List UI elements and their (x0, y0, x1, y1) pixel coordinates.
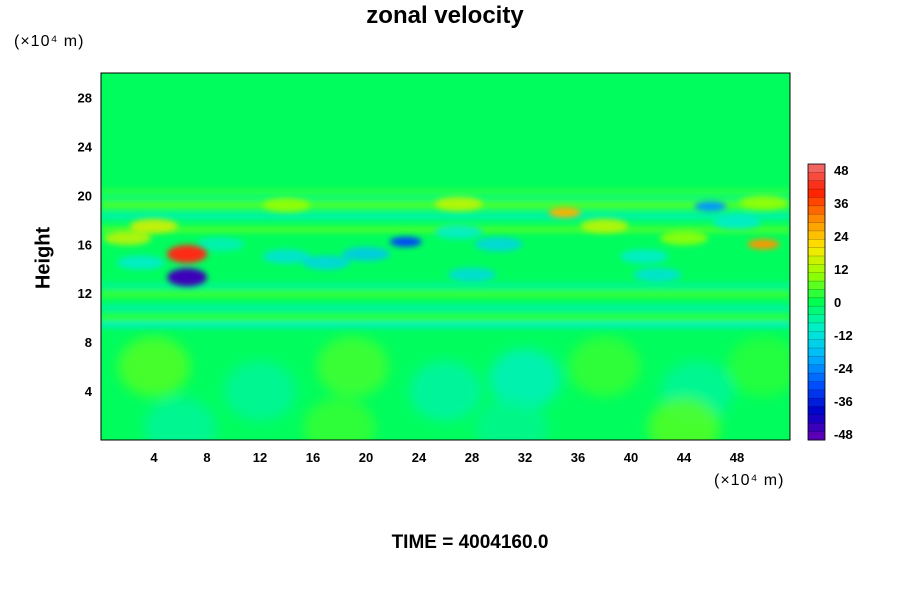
colorbar-segment (808, 247, 825, 257)
x-tick-label: 8 (203, 450, 210, 465)
colorbar-tick-label: -24 (834, 361, 854, 376)
colorbar-segment (808, 272, 825, 282)
colorbar-segment (808, 331, 825, 341)
colorbar-segment (808, 339, 825, 349)
y-tick-labels: 4 8 12 16 20 24 28 (78, 90, 93, 399)
x-tick-label: 16 (306, 450, 320, 465)
colorbar-segment (808, 381, 825, 391)
y-tick-label: 24 (78, 139, 93, 154)
colorbar-segment (808, 214, 825, 224)
y-tick-label: 12 (78, 286, 92, 301)
colorbar-segment (808, 322, 825, 332)
colorbar-segment (808, 180, 825, 190)
colorbar-segment (808, 281, 825, 290)
x-tick-label: 24 (412, 450, 427, 465)
colorbar-segment (808, 289, 825, 299)
x-tick-label: 40 (624, 450, 638, 465)
y-tick-label: 8 (85, 335, 92, 350)
colorbar-segment (808, 239, 825, 249)
colorbar-segment (808, 406, 825, 416)
x-tick-label: 12 (253, 450, 267, 465)
velocity-feature (389, 236, 422, 247)
y-tick-label: 16 (78, 237, 92, 252)
velocity-feature (694, 201, 727, 212)
colorbar-segment (808, 373, 825, 382)
colorbar-segment (808, 423, 825, 433)
x-tick-label: 48 (730, 450, 744, 465)
velocity-feature (167, 268, 208, 287)
colorbar-tick-label: -36 (834, 394, 853, 409)
velocity-feature (167, 245, 208, 264)
colorbar-segment (808, 164, 825, 173)
velocity-feature (548, 207, 581, 218)
x-tick-label: 44 (677, 450, 692, 465)
y-tick-label: 20 (78, 188, 92, 203)
colorbar-segment (808, 414, 825, 424)
colorbar-segment (808, 398, 825, 408)
x-tick-label: 36 (571, 450, 585, 465)
colorbar-segment (808, 197, 825, 207)
colorbar-segment (808, 222, 825, 232)
colorbar-tick-label: -48 (834, 427, 853, 442)
colorbar-segment (808, 431, 825, 441)
y-tick-label: 4 (85, 384, 93, 399)
colorbar: 48 36 24 12 0 -12 -24 -36 -48 (807, 163, 854, 442)
colorbar-segment (808, 256, 825, 265)
x-tick-label: 32 (518, 450, 532, 465)
colorbar-segment (808, 389, 825, 399)
velocity-field (101, 73, 790, 440)
colorbar-tick-label: 0 (834, 295, 841, 310)
y-unit-label: (×10⁴ m) (14, 33, 85, 50)
colorbar-segment (808, 297, 825, 307)
colorbar-segment (808, 356, 825, 366)
x-tick-labels: 4 8 12 16 20 24 28 32 36 40 44 48 (150, 450, 744, 465)
colorbar-segment (808, 189, 825, 198)
velocity-feature (747, 239, 780, 250)
time-readout: TIME = 4004160.0 (391, 532, 549, 553)
x-tick-label: 4 (150, 450, 158, 465)
colorbar-tick-label: 48 (834, 163, 848, 178)
colorbar-tick-label: -12 (834, 328, 853, 343)
x-unit-label: (×10⁴ m) (714, 472, 785, 489)
colorbar-segment (808, 172, 825, 182)
colorbar-tick-label: 36 (834, 196, 848, 211)
colorbar-segment (808, 364, 825, 374)
x-tick-label: 20 (359, 450, 373, 465)
plot-frame (100, 72, 791, 441)
colorbar-segment (808, 205, 825, 215)
x-tick-label: 28 (465, 450, 479, 465)
colorbar-segment (808, 348, 825, 357)
colorbar-segment (808, 230, 825, 240)
chart-title: zonal velocity (366, 2, 524, 29)
colorbar-segment (808, 306, 825, 316)
colorbar-segment (808, 314, 825, 324)
colorbar-tick-label: 24 (834, 229, 849, 244)
colorbar-segment (808, 264, 825, 274)
colorbar-tick-label: 12 (834, 262, 848, 277)
y-tick-label: 28 (78, 90, 92, 105)
